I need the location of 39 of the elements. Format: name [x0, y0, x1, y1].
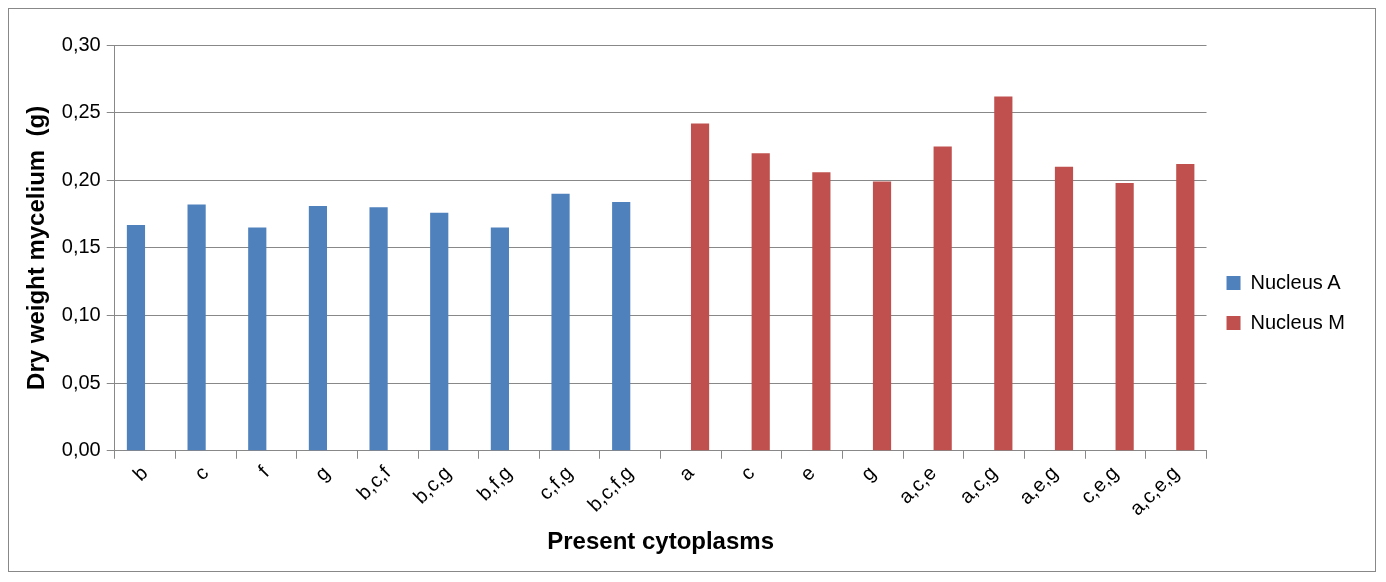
bar [812, 172, 831, 451]
x-tick-label: c,f,g [534, 461, 577, 504]
legend-label: Nucleus M [1250, 310, 1346, 333]
y-tick-label: 0,00 [61, 438, 101, 461]
x-tick-label: e [795, 461, 819, 485]
bar [612, 201, 631, 451]
x-tick-label: a [674, 460, 699, 485]
bar [994, 96, 1013, 451]
x-tick-label: g [856, 461, 880, 485]
y-tick-label: 0,15 [61, 235, 101, 258]
bar [933, 146, 952, 451]
bar [551, 193, 570, 451]
x-tick-label: c [189, 461, 213, 485]
y-tick-label: 0,30 [61, 32, 101, 55]
x-tick-label: f [253, 461, 274, 481]
bar [308, 205, 328, 451]
x-tick-label: g [310, 461, 334, 485]
y-tick-label: 0,10 [61, 303, 101, 326]
bar [1176, 164, 1195, 451]
bar [248, 227, 267, 451]
bar [430, 212, 449, 451]
bar [369, 207, 388, 451]
x-tick-label: b [128, 461, 152, 485]
bar [1115, 182, 1134, 451]
bar [751, 153, 770, 451]
bar [187, 204, 206, 451]
bar [1054, 166, 1074, 451]
x-tick-label: c [735, 461, 759, 485]
y-tick-label: 0,25 [61, 100, 101, 123]
bar [490, 227, 509, 451]
y-axis-title: Dry weight mycelium (g) [22, 105, 50, 390]
bar [690, 123, 710, 451]
y-tick-label: 0,20 [61, 167, 101, 190]
bar [872, 181, 892, 451]
y-tick-label: 0,05 [61, 370, 101, 393]
legend-label: Nucleus A [1250, 270, 1342, 293]
bar [126, 224, 146, 451]
x-axis-title: Present cytoplasms [547, 527, 775, 555]
x-tick-label: b,f,g [472, 461, 516, 505]
